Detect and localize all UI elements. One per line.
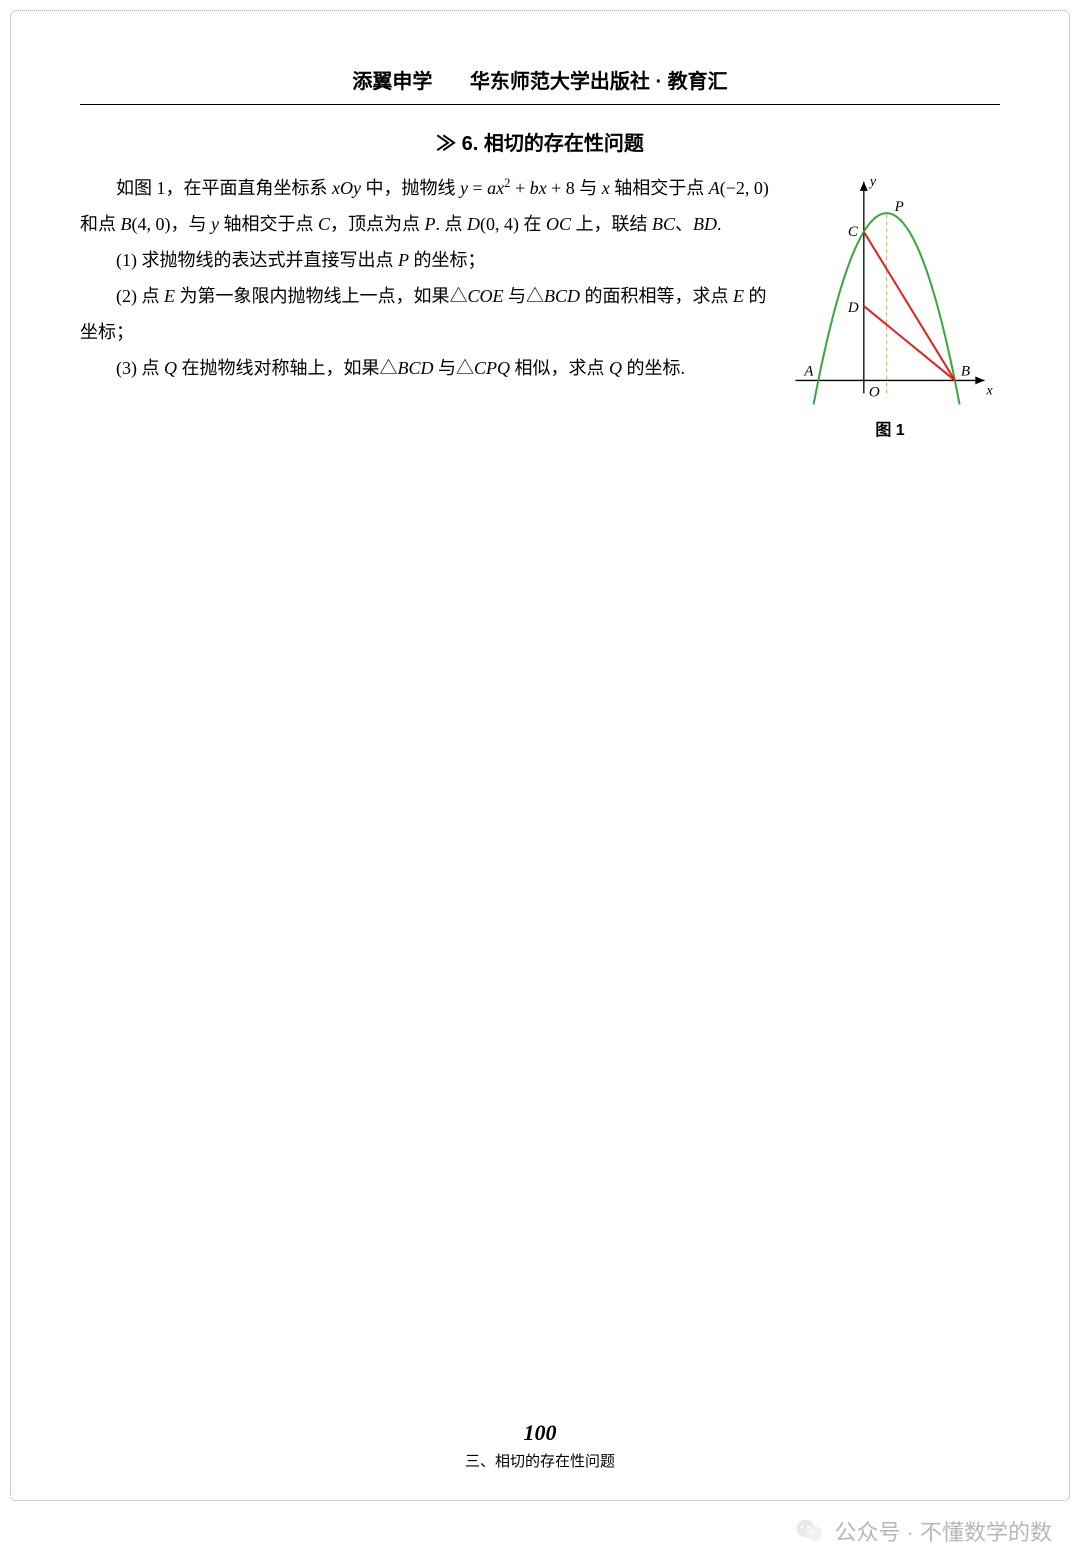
watermark: 公众号 · 不懂数学的数 [794,1515,1052,1547]
problem-q2: (2) 点 E 为第一象限内抛物线上一点，如果△COE 与△BCD 的面积相等，… [80,278,770,350]
figure: A B C D P Ox y 图 1 [780,170,1000,440]
page-footer: 100 三、相切的存在性问题 [10,1420,1070,1471]
watermark-text: 公众号 · 不懂数学的数 [834,1515,1052,1547]
header-right: 华东师范大学出版社 · 教育汇 [470,71,728,93]
content-row: 如图 1，在平面直角坐标系 xOy 中，抛物线 y = ax2 + bx + 8… [80,170,1000,440]
problem-q1: (1) 求抛物线的表达式并直接写出点 P 的坐标； [80,242,770,278]
figure-caption: 图 1 [780,416,1000,440]
svg-text:D: D [847,300,859,316]
page-header: 添翼申学 华东师范大学出版社 · 教育汇 [80,65,1000,105]
svg-text:B: B [961,363,970,379]
svg-text:x: x [985,383,993,398]
chapter-label: 三、相切的存在性问题 [10,1450,1070,1471]
problem-text: 如图 1，在平面直角坐标系 xOy 中，抛物线 y = ax2 + bx + 8… [80,170,770,386]
svg-text:y: y [868,175,877,190]
svg-text:C: C [848,224,859,240]
header-left: 添翼申学 [352,71,432,93]
wechat-icon [794,1516,824,1546]
problem-q3: (3) 点 Q 在抛物线对称轴上，如果△BCD 与△CPQ 相似，求点 Q 的坐… [80,350,770,386]
page: 添翼申学 华东师范大学出版社 · 教育汇 ≫ 6. 相切的存在性问题 如图 1，… [10,10,1070,1501]
svg-text:P: P [894,199,904,215]
section-title: ≫ 6. 相切的存在性问题 [80,127,1000,156]
svg-text:O: O [869,384,880,400]
parabola-diagram: A B C D P Ox y [785,170,995,405]
page-number: 100 [10,1420,1070,1446]
problem-intro: 如图 1，在平面直角坐标系 xOy 中，抛物线 y = ax2 + bx + 8… [80,170,770,242]
svg-text:A: A [803,363,814,379]
